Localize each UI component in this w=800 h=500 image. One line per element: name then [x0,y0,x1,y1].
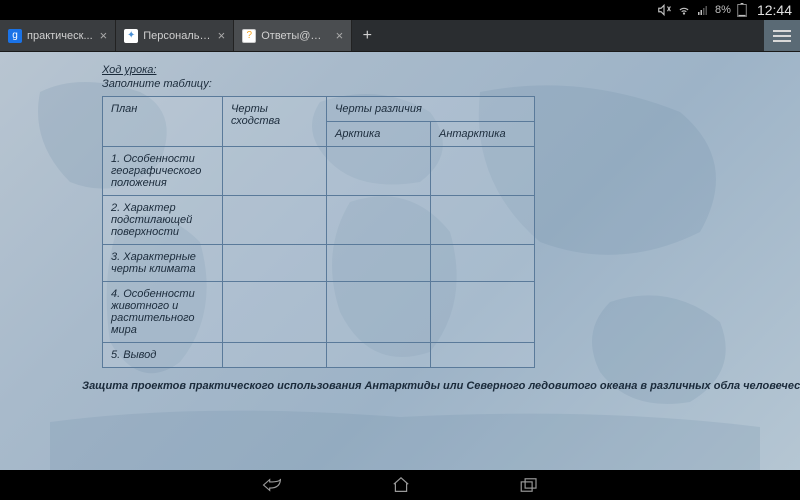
android-status-bar: 8% 12:44 [0,0,800,20]
row-label: 2. Характер подстилающей поверхности [103,196,223,245]
signal-icon [697,4,709,16]
tab-answers[interactable]: ? Ответы@М... × [234,20,352,51]
table-row: 1. Особенности географического положения [103,147,535,196]
th-arctic: Арктика [327,122,431,147]
clock: 12:44 [757,2,792,18]
cell-arctic [327,282,431,343]
back-button[interactable] [262,478,282,492]
row-label: 1. Особенности географического положения [103,147,223,196]
cell-antarctic [431,343,535,368]
close-icon[interactable]: × [98,28,110,43]
cell-antarctic [431,282,535,343]
cell-arctic [327,245,431,282]
cell-arctic [327,343,431,368]
browser-menu-button[interactable] [764,20,800,51]
cell-similarity [223,196,327,245]
cell-arctic [327,196,431,245]
cell-arctic [327,147,431,196]
page-content: Ход урока: Заполните таблицу: План Черты… [0,52,800,470]
table-row: 3. Характерные черты климата [103,245,535,282]
cell-similarity [223,343,327,368]
close-icon[interactable]: × [334,28,346,43]
th-antarctic: Антарктика [431,122,535,147]
comparison-table: План Черты сходства Черты различия Аркти… [102,96,535,368]
row-label: 4. Особенности животного и растительного… [103,282,223,343]
mute-icon [657,3,671,17]
th-plan: План [103,97,223,147]
tab-personal[interactable]: ✦ Персональный с... × [116,20,234,51]
row-label: 3. Характерные черты климата [103,245,223,282]
favicon-personal: ✦ [124,29,138,43]
close-icon[interactable]: × [216,28,228,43]
new-tab-button[interactable]: + [352,20,382,51]
tab-title: практическ... [27,30,93,42]
tab-google[interactable]: g практическ... × [0,20,116,51]
tab-title: Персональный с... [143,30,210,42]
android-nav-bar [0,470,800,500]
table-row: 5. Вывод [103,343,535,368]
footer-instruction: Защита проектов практического использова… [82,380,740,392]
document-body: Ход урока: Заполните таблицу: План Черты… [60,64,740,392]
table-row: 4. Особенности животного и растительного… [103,282,535,343]
cell-antarctic [431,147,535,196]
row-label: 5. Вывод [103,343,223,368]
cell-similarity [223,282,327,343]
table-row: 2. Характер подстилающей поверхности [103,196,535,245]
battery-icon [737,3,747,17]
favicon-google: g [8,29,22,43]
tab-title: Ответы@М... [261,30,328,42]
lesson-subheading: Заполните таблицу: [102,78,740,90]
recents-button[interactable] [520,478,538,492]
battery-percent: 8% [715,4,731,16]
home-button[interactable] [392,477,410,493]
favicon-answers: ? [242,29,256,43]
wifi-icon [677,3,691,17]
cell-antarctic [431,245,535,282]
browser-tab-bar: g практическ... × ✦ Персональный с... × … [0,20,800,52]
lesson-heading: Ход урока: [102,64,740,76]
cell-similarity [223,147,327,196]
th-similarity: Черты сходства [223,97,327,147]
cell-similarity [223,245,327,282]
th-difference: Черты различия [327,97,535,122]
cell-antarctic [431,196,535,245]
